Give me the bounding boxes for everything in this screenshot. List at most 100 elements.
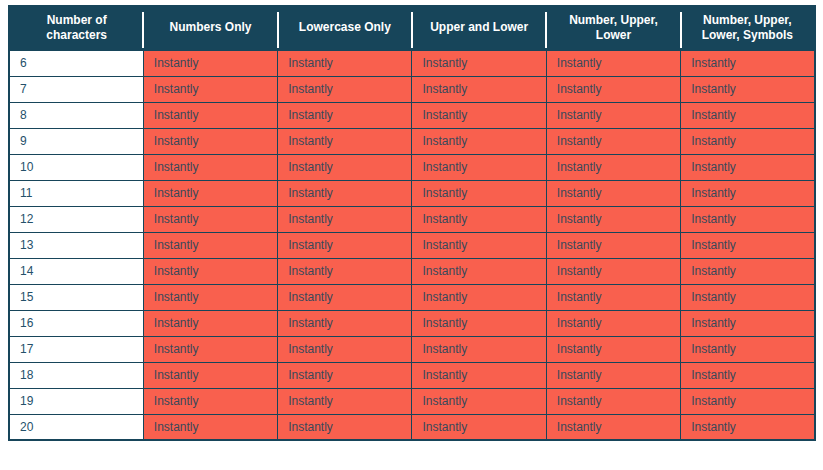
crack-time-cell: Instantly: [143, 206, 277, 232]
char-count-cell: 9: [9, 128, 143, 154]
table-row: 9InstantlyInstantlyInstantlyInstantlyIns…: [9, 128, 815, 154]
crack-time-cell: Instantly: [681, 414, 815, 440]
column-header-number-upper-lower: Number, Upper, Lower: [546, 6, 680, 50]
crack-time-cell: Instantly: [143, 414, 277, 440]
crack-time-cell: Instantly: [278, 388, 412, 414]
table-row: 13InstantlyInstantlyInstantlyInstantlyIn…: [9, 232, 815, 258]
crack-time-cell: Instantly: [681, 232, 815, 258]
crack-time-cell: Instantly: [681, 50, 815, 76]
crack-time-cell: Instantly: [546, 336, 680, 362]
crack-time-cell: Instantly: [412, 258, 546, 284]
crack-time-cell: Instantly: [546, 102, 680, 128]
table-row: 15InstantlyInstantlyInstantlyInstantlyIn…: [9, 284, 815, 310]
crack-time-cell: Instantly: [278, 102, 412, 128]
char-count-cell: 11: [9, 180, 143, 206]
char-count-cell: 18: [9, 362, 143, 388]
crack-time-cell: Instantly: [143, 50, 277, 76]
crack-time-cell: Instantly: [546, 258, 680, 284]
crack-time-cell: Instantly: [546, 154, 680, 180]
crack-time-cell: Instantly: [412, 76, 546, 102]
crack-time-cell: Instantly: [681, 310, 815, 336]
table-row: 7InstantlyInstantlyInstantlyInstantlyIns…: [9, 76, 815, 102]
crack-time-cell: Instantly: [412, 232, 546, 258]
crack-time-cell: Instantly: [681, 76, 815, 102]
crack-time-cell: Instantly: [546, 206, 680, 232]
crack-time-cell: Instantly: [546, 128, 680, 154]
column-header-numbers-only: Numbers Only: [143, 6, 277, 50]
char-count-cell: 20: [9, 414, 143, 440]
crack-time-cell: Instantly: [143, 154, 277, 180]
password-crack-time-table: Number of characters Numbers Only Lowerc…: [8, 5, 816, 441]
crack-time-cell: Instantly: [412, 310, 546, 336]
crack-time-cell: Instantly: [681, 362, 815, 388]
table-row: 11InstantlyInstantlyInstantlyInstantlyIn…: [9, 180, 815, 206]
crack-time-cell: Instantly: [143, 362, 277, 388]
crack-time-cell: Instantly: [546, 284, 680, 310]
table-row: 12InstantlyInstantlyInstantlyInstantlyIn…: [9, 206, 815, 232]
crack-time-cell: Instantly: [278, 310, 412, 336]
crack-time-cell: Instantly: [278, 232, 412, 258]
table-row: 14InstantlyInstantlyInstantlyInstantlyIn…: [9, 258, 815, 284]
crack-time-cell: Instantly: [278, 284, 412, 310]
crack-time-cell: Instantly: [143, 128, 277, 154]
crack-time-cell: Instantly: [412, 180, 546, 206]
table-row: 10InstantlyInstantlyInstantlyInstantlyIn…: [9, 154, 815, 180]
char-count-cell: 13: [9, 232, 143, 258]
crack-time-cell: Instantly: [681, 102, 815, 128]
crack-time-cell: Instantly: [681, 128, 815, 154]
crack-time-cell: Instantly: [546, 50, 680, 76]
crack-time-cell: Instantly: [681, 336, 815, 362]
crack-time-cell: Instantly: [143, 336, 277, 362]
column-header-lowercase-only: Lowercase Only: [278, 6, 412, 50]
char-count-cell: 16: [9, 310, 143, 336]
crack-time-cell: Instantly: [412, 336, 546, 362]
crack-time-cell: Instantly: [412, 206, 546, 232]
crack-time-cell: Instantly: [412, 388, 546, 414]
crack-time-cell: Instantly: [412, 154, 546, 180]
table-row: 6InstantlyInstantlyInstantlyInstantlyIns…: [9, 50, 815, 76]
crack-time-cell: Instantly: [143, 180, 277, 206]
crack-time-cell: Instantly: [278, 50, 412, 76]
char-count-cell: 14: [9, 258, 143, 284]
crack-time-cell: Instantly: [143, 102, 277, 128]
crack-time-cell: Instantly: [278, 336, 412, 362]
crack-time-cell: Instantly: [412, 50, 546, 76]
table-row: 8InstantlyInstantlyInstantlyInstantlyIns…: [9, 102, 815, 128]
crack-time-cell: Instantly: [278, 362, 412, 388]
table-row: 18InstantlyInstantlyInstantlyInstantlyIn…: [9, 362, 815, 388]
crack-time-cell: Instantly: [546, 76, 680, 102]
table-row: 19InstantlyInstantlyInstantlyInstantlyIn…: [9, 388, 815, 414]
crack-time-cell: Instantly: [278, 128, 412, 154]
column-header-number-of-characters: Number of characters: [9, 6, 143, 50]
crack-time-cell: Instantly: [412, 362, 546, 388]
crack-time-cell: Instantly: [681, 180, 815, 206]
crack-time-cell: Instantly: [143, 388, 277, 414]
crack-time-cell: Instantly: [681, 388, 815, 414]
crack-time-cell: Instantly: [546, 232, 680, 258]
crack-time-cell: Instantly: [143, 310, 277, 336]
crack-time-cell: Instantly: [546, 388, 680, 414]
crack-time-cell: Instantly: [681, 258, 815, 284]
column-header-upper-and-lower: Upper and Lower: [412, 6, 546, 50]
crack-time-cell: Instantly: [278, 414, 412, 440]
crack-time-cell: Instantly: [681, 284, 815, 310]
crack-time-cell: Instantly: [143, 284, 277, 310]
column-header-number-upper-lower-symbols: Number, Upper, Lower, Symbols: [681, 6, 815, 50]
char-count-cell: 15: [9, 284, 143, 310]
crack-time-cell: Instantly: [278, 154, 412, 180]
crack-time-cell: Instantly: [278, 76, 412, 102]
crack-time-cell: Instantly: [278, 180, 412, 206]
char-count-cell: 12: [9, 206, 143, 232]
crack-time-cell: Instantly: [278, 258, 412, 284]
crack-time-cell: Instantly: [278, 206, 412, 232]
crack-time-cell: Instantly: [412, 284, 546, 310]
char-count-cell: 8: [9, 102, 143, 128]
crack-time-cell: Instantly: [546, 180, 680, 206]
char-count-cell: 6: [9, 50, 143, 76]
char-count-cell: 7: [9, 76, 143, 102]
char-count-cell: 17: [9, 336, 143, 362]
table-row: 17InstantlyInstantlyInstantlyInstantlyIn…: [9, 336, 815, 362]
crack-time-cell: Instantly: [412, 128, 546, 154]
table-row: 20InstantlyInstantlyInstantlyInstantlyIn…: [9, 414, 815, 440]
crack-time-cell: Instantly: [143, 76, 277, 102]
